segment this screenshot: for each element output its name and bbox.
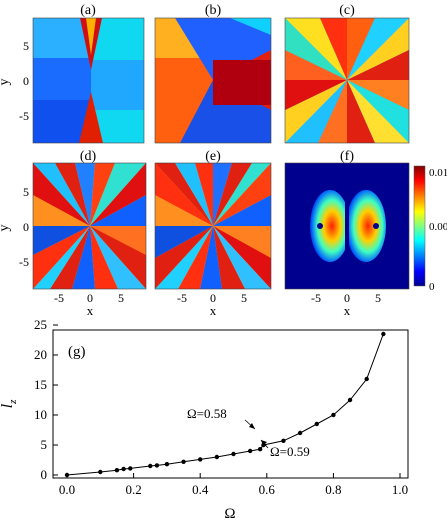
ytick-row2-5: 5	[23, 185, 29, 199]
plot-frame-g	[52, 329, 409, 479]
data-point	[257, 447, 263, 452]
xtick-d-neg5: -5	[54, 291, 64, 305]
series-markers	[64, 331, 386, 478]
frame-a	[32, 17, 145, 144]
data-point	[281, 438, 286, 443]
xtick-e-neg5: -5	[177, 291, 187, 305]
data-point	[231, 451, 236, 457]
xtick-f-0: 0	[344, 291, 350, 305]
data-point	[331, 412, 336, 418]
heatmap-panel-c	[285, 18, 409, 143]
y-tick-label: 10	[34, 407, 47, 422]
data-point	[247, 448, 253, 454]
annotation-058-arrowhead	[249, 423, 255, 429]
data-point	[154, 463, 160, 468]
density-lobe-left	[310, 190, 350, 262]
y-tick-label: 5	[41, 437, 48, 452]
annotation-059: Ω=0.59	[270, 444, 310, 459]
x-tick-label: 0.0	[59, 482, 75, 497]
xtick-e-0: 0	[210, 291, 216, 305]
series-line	[66, 333, 384, 476]
panel-label-e: (e)	[205, 149, 221, 164]
data-point	[121, 466, 126, 472]
density-lobe-right	[346, 190, 386, 262]
data-point	[128, 466, 133, 471]
data-point	[98, 469, 103, 475]
data-point	[381, 331, 386, 337]
colorbar-tick-max: 0.014	[429, 167, 447, 179]
data-point	[198, 457, 203, 462]
data-point	[297, 430, 303, 436]
xlabel-e: x	[210, 303, 217, 318]
panel-label-c: (c)	[339, 3, 355, 18]
panel-label-a: (a)	[80, 3, 96, 18]
heatmap-panel-e	[155, 163, 271, 289]
y-axis-label: lz	[0, 399, 19, 408]
x-tick-label: 0.2	[125, 482, 141, 497]
data-point	[64, 472, 70, 478]
data-point	[114, 468, 120, 473]
x-tick-label: 0.4	[192, 482, 209, 497]
frame-b	[154, 17, 272, 144]
heatmap-panel-a	[33, 18, 144, 143]
x-tick-label: 0.6	[259, 482, 276, 497]
frame-f	[284, 162, 410, 290]
ytick-row1-5: 5	[23, 39, 29, 53]
data-point	[214, 454, 220, 460]
ylabel-row1: y	[0, 79, 12, 86]
heatmap-panel-d	[33, 163, 146, 289]
heatmap-panel-b	[155, 18, 271, 143]
ytick-row1-neg5: -5	[19, 109, 29, 123]
panel-label-f: (f)	[340, 149, 354, 164]
data-point	[364, 376, 369, 382]
data-point	[314, 421, 319, 427]
panel-label-d: (d)	[80, 149, 97, 164]
data-point	[181, 459, 186, 464]
xtick-d-5: 5	[118, 291, 124, 305]
frame-d	[32, 162, 147, 290]
annotation-058: Ω=0.58	[187, 406, 227, 421]
line-chart-g: (g) 0.0 0.2 0.4 0.6 0.8 1.0 0 5 10 15 20 25 lz Ω Ω…	[0, 317, 409, 522]
y-tick-label: 20	[34, 347, 47, 362]
data-point	[148, 463, 153, 469]
ytick-row1-0: 0	[23, 74, 29, 88]
y-axis-ticks: 0 5 10 15 20 25	[34, 317, 58, 482]
x-axis-ticks: 0.0 0.2 0.4 0.6 0.8 1.0	[59, 473, 408, 497]
xlabel-d: x	[87, 303, 94, 318]
xtick-d-0: 0	[87, 291, 93, 305]
y-tick-label: 15	[34, 377, 47, 392]
xtick-f-5: 5	[375, 291, 381, 305]
annotation-059-arrowhead	[261, 440, 267, 446]
heatmap-panel-f	[285, 163, 409, 289]
colorbar-tick-mid: 0.007	[429, 221, 447, 233]
ylabel-row2: y	[0, 225, 12, 232]
colorbar	[413, 165, 426, 287]
frame-c	[284, 17, 410, 144]
frame-e	[154, 162, 272, 290]
panel-label-g: (g)	[68, 344, 86, 360]
xlabel-f: x	[344, 303, 351, 318]
ytick-row2-0: 0	[23, 220, 29, 234]
colorbar-tick-min: 0	[429, 281, 435, 293]
ytick-row2-neg5: -5	[19, 255, 29, 269]
xtick-f-neg5: -5	[311, 291, 321, 305]
xtick-e-5: 5	[241, 291, 247, 305]
x-axis-label: Ω	[224, 506, 235, 522]
y-tick-label: 25	[34, 317, 47, 332]
data-point	[347, 397, 353, 403]
y-tick-label: 0	[41, 467, 48, 482]
x-tick-label: 1.0	[392, 482, 408, 497]
panel-label-b: (b)	[205, 3, 222, 18]
data-point	[164, 462, 170, 467]
x-tick-label: 0.8	[325, 482, 341, 497]
